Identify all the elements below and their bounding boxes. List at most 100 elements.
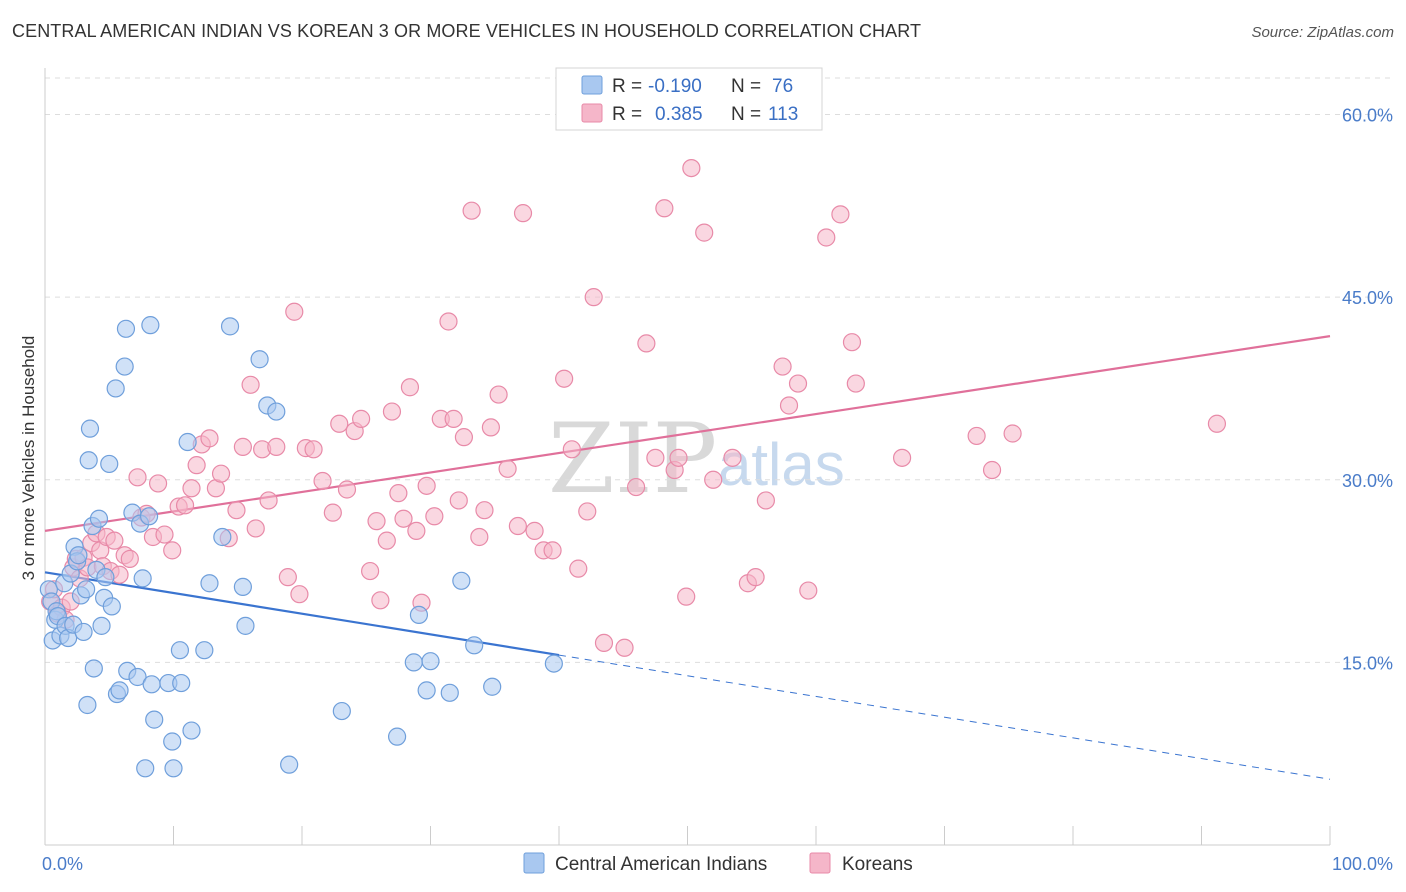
point-koreans <box>175 496 195 515</box>
point-koreans <box>1207 414 1227 433</box>
point-koreans <box>148 474 168 493</box>
point-koreans <box>723 448 742 467</box>
point-koreans <box>400 378 420 397</box>
point-central-american-indians <box>164 759 183 778</box>
point-central-american-indians <box>409 605 429 625</box>
point-koreans <box>394 509 413 528</box>
x-tick-label: 100.0% <box>1332 854 1393 874</box>
point-central-american-indians <box>163 732 182 751</box>
point-central-american-indians <box>233 577 252 596</box>
legend-series-blue-label: Central American Indians <box>555 854 767 875</box>
point-koreans <box>267 437 286 456</box>
x-tick-label: 0.0% <box>42 854 83 874</box>
point-koreans <box>128 468 147 487</box>
trend-line-blue-extension <box>558 654 1331 780</box>
point-koreans <box>449 491 468 510</box>
point-central-american-indians <box>440 683 459 702</box>
point-central-american-indians <box>332 701 351 721</box>
point-central-american-indians <box>483 677 502 696</box>
point-koreans <box>330 414 349 433</box>
point-central-american-indians <box>178 432 197 452</box>
source-credit: Source: ZipAtlas.com <box>1251 24 1394 41</box>
point-koreans <box>817 228 836 247</box>
point-koreans <box>746 568 765 587</box>
point-koreans <box>377 531 396 550</box>
y-axis-label: 3 or more Vehicles in Household <box>19 336 38 581</box>
point-koreans <box>555 369 574 388</box>
point-central-american-indians <box>404 653 423 672</box>
point-koreans <box>417 476 436 495</box>
point-koreans <box>389 484 408 503</box>
point-central-american-indians <box>106 379 125 398</box>
point-central-american-indians <box>77 580 96 599</box>
point-koreans <box>187 456 206 475</box>
point-koreans <box>773 357 792 376</box>
legend-r-label-2: R = <box>612 104 642 125</box>
point-koreans <box>756 491 775 510</box>
point-central-american-indians <box>195 641 214 660</box>
point-koreans <box>578 502 597 521</box>
point-koreans <box>120 549 139 568</box>
point-central-american-indians <box>78 695 97 715</box>
gridlines <box>45 77 1394 663</box>
point-koreans <box>695 223 714 242</box>
legend-r-label-1: R = <box>612 76 642 97</box>
point-central-american-indians <box>182 721 201 740</box>
point-koreans <box>842 333 862 352</box>
axes <box>44 68 1331 846</box>
point-koreans <box>967 426 986 446</box>
point-koreans <box>615 638 634 657</box>
legend-series: Central American Indians Koreans <box>523 852 913 875</box>
point-central-american-indians <box>452 571 471 590</box>
point-koreans <box>227 501 246 520</box>
point-koreans <box>304 440 323 459</box>
point-central-american-indians <box>102 597 121 616</box>
point-central-american-indians <box>387 727 407 746</box>
legend-n-label-2: N = <box>731 104 761 125</box>
point-central-american-indians <box>74 622 93 642</box>
point-central-american-indians <box>136 759 155 778</box>
point-central-american-indians <box>79 451 98 470</box>
y-tick-label: 30.0% <box>1342 471 1393 491</box>
point-koreans <box>290 585 309 604</box>
point-central-american-indians <box>110 681 129 700</box>
point-central-american-indians <box>133 569 152 588</box>
point-central-american-indians <box>544 654 563 673</box>
tick-labels: 15.0% 30.0% 45.0% 60.0% 0.0% 100.0% <box>42 106 1393 874</box>
point-koreans <box>669 448 688 467</box>
point-central-american-indians <box>213 527 232 547</box>
legend-series-pink-label: Koreans <box>842 854 913 875</box>
y-tick-label: 15.0% <box>1342 653 1393 673</box>
point-koreans <box>508 516 527 536</box>
point-koreans <box>637 334 656 353</box>
watermark-atlas: atlas <box>718 431 845 498</box>
point-koreans <box>439 312 458 331</box>
legend-r-value-1: -0.190 <box>648 76 702 97</box>
point-koreans <box>241 375 260 394</box>
point-koreans <box>475 501 494 520</box>
point-koreans <box>543 541 562 560</box>
point-koreans <box>594 633 614 653</box>
point-koreans <box>799 581 818 600</box>
point-central-american-indians <box>421 652 440 671</box>
point-koreans <box>831 205 850 224</box>
point-central-american-indians <box>100 454 119 474</box>
point-koreans <box>246 519 265 538</box>
point-central-american-indians <box>116 319 136 338</box>
trend-line-pink <box>44 335 1331 532</box>
point-koreans <box>233 437 252 456</box>
point-koreans <box>562 440 581 459</box>
point-central-american-indians <box>172 673 191 693</box>
point-central-american-indians <box>84 659 103 678</box>
data-points <box>39 158 1227 778</box>
point-koreans <box>337 480 357 499</box>
point-koreans <box>525 521 544 540</box>
point-koreans <box>489 385 508 404</box>
point-koreans <box>982 460 1002 480</box>
point-koreans <box>779 396 799 415</box>
point-koreans <box>646 448 665 467</box>
point-koreans <box>352 409 371 428</box>
point-central-american-indians <box>80 419 100 438</box>
y-tick-label: 45.0% <box>1342 288 1393 308</box>
point-central-american-indians <box>200 574 219 593</box>
